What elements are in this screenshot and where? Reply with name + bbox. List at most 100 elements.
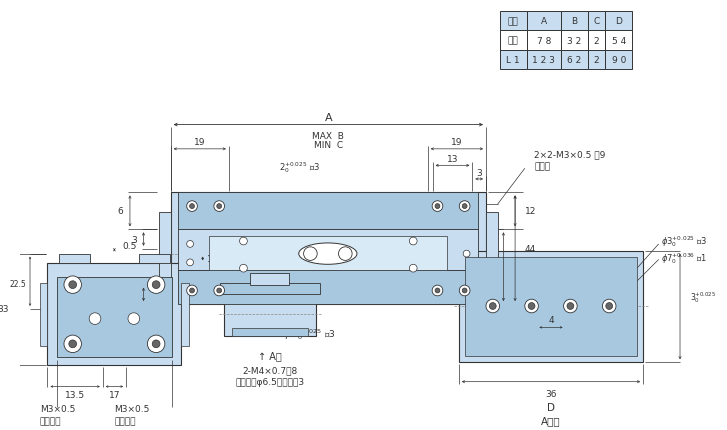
Bar xyxy=(209,237,447,270)
Text: C: C xyxy=(593,17,600,26)
Text: 13.5: 13.5 xyxy=(65,390,85,399)
Circle shape xyxy=(432,201,443,212)
Text: 10.5: 10.5 xyxy=(206,255,227,263)
Circle shape xyxy=(432,286,443,296)
Circle shape xyxy=(187,286,197,296)
Bar xyxy=(588,51,606,70)
Bar xyxy=(59,254,90,264)
Text: 5 4: 5 4 xyxy=(611,37,626,46)
Text: A視図: A視図 xyxy=(541,415,561,426)
Text: $\phi 7^{+0.036}_{0}$ 深1: $\phi 7^{+0.036}_{0}$ 深1 xyxy=(661,250,707,265)
Text: 9 0: 9 0 xyxy=(611,56,626,65)
Bar xyxy=(178,193,478,230)
Text: $2^{+0.025}_{0}$ 深3: $2^{+0.025}_{0}$ 深3 xyxy=(278,160,320,174)
Circle shape xyxy=(563,300,577,313)
Bar xyxy=(499,51,527,70)
Circle shape xyxy=(190,289,194,293)
Bar xyxy=(159,212,171,285)
Circle shape xyxy=(486,300,499,313)
Bar xyxy=(232,329,308,336)
Text: $3^{+0.025}_{0}$: $3^{+0.025}_{0}$ xyxy=(690,289,716,304)
Circle shape xyxy=(304,247,317,261)
Circle shape xyxy=(148,335,165,353)
Circle shape xyxy=(525,300,539,313)
Circle shape xyxy=(529,303,535,310)
Circle shape xyxy=(567,303,574,310)
Circle shape xyxy=(409,237,417,245)
Text: 2: 2 xyxy=(594,56,599,65)
Bar xyxy=(486,212,497,285)
Circle shape xyxy=(152,340,160,348)
Circle shape xyxy=(459,286,470,296)
Circle shape xyxy=(462,204,467,209)
Text: 2-M4×0.7深8: 2-M4×0.7深8 xyxy=(242,366,297,375)
Text: L 1: L 1 xyxy=(506,56,520,65)
Bar xyxy=(606,12,632,31)
Bar xyxy=(606,51,632,70)
Circle shape xyxy=(64,276,81,294)
Text: 型式: 型式 xyxy=(507,17,518,26)
Text: 22.5: 22.5 xyxy=(9,280,26,289)
Text: 開ポート: 開ポート xyxy=(114,416,136,425)
Text: A: A xyxy=(541,17,547,26)
Text: MAX  B: MAX B xyxy=(313,132,345,141)
Ellipse shape xyxy=(299,243,357,265)
Circle shape xyxy=(435,289,440,293)
Circle shape xyxy=(152,281,160,289)
Text: 6: 6 xyxy=(117,207,123,216)
Text: 2×2-M3×0.5 深9: 2×2-M3×0.5 深9 xyxy=(534,150,606,159)
Bar xyxy=(588,12,606,31)
Bar xyxy=(40,283,47,346)
Bar xyxy=(181,283,189,346)
Text: 4: 4 xyxy=(548,315,554,324)
Circle shape xyxy=(240,237,247,245)
Bar xyxy=(527,12,561,31)
Circle shape xyxy=(64,335,81,353)
Bar xyxy=(220,283,320,295)
Text: 17: 17 xyxy=(108,390,120,399)
Circle shape xyxy=(128,313,140,325)
Circle shape xyxy=(214,201,225,212)
Text: $\phi 3^{+0.025}_{0}$ 深3: $\phi 3^{+0.025}_{0}$ 深3 xyxy=(661,234,707,249)
Text: 27.5: 27.5 xyxy=(507,263,524,272)
Text: 19: 19 xyxy=(194,137,206,146)
Circle shape xyxy=(69,340,76,348)
Text: 2: 2 xyxy=(594,37,599,46)
Text: 12: 12 xyxy=(525,207,537,216)
Bar xyxy=(139,254,169,264)
Circle shape xyxy=(217,289,222,293)
Text: 閉ポート: 閉ポート xyxy=(40,416,61,425)
Circle shape xyxy=(435,204,440,209)
Bar xyxy=(527,31,561,51)
Text: M3×0.5: M3×0.5 xyxy=(40,404,75,413)
Bar xyxy=(47,264,181,366)
Text: B: B xyxy=(571,17,577,26)
Bar xyxy=(171,193,486,304)
Circle shape xyxy=(89,313,101,325)
Circle shape xyxy=(489,303,496,310)
Bar xyxy=(178,270,478,304)
Text: M3×0.5: M3×0.5 xyxy=(114,404,150,413)
Text: 取付穴: 取付穴 xyxy=(534,163,550,172)
Circle shape xyxy=(240,265,247,273)
Bar xyxy=(561,51,588,70)
Circle shape xyxy=(69,281,76,289)
Bar xyxy=(178,230,478,270)
Circle shape xyxy=(148,276,165,294)
Bar xyxy=(250,273,289,285)
Text: $\phi$ $2^{+0.025}_{0}$ 深3: $\phi$ $2^{+0.025}_{0}$ 深3 xyxy=(283,326,335,341)
Circle shape xyxy=(190,204,194,209)
Bar xyxy=(499,12,527,31)
Circle shape xyxy=(603,300,616,313)
Circle shape xyxy=(187,201,197,212)
Text: 33: 33 xyxy=(0,305,9,314)
Text: 3 2: 3 2 xyxy=(567,37,582,46)
Circle shape xyxy=(459,201,470,212)
Text: 3: 3 xyxy=(476,168,482,177)
Text: 36: 36 xyxy=(545,389,557,398)
Text: D: D xyxy=(616,17,622,26)
Text: D: D xyxy=(547,402,555,412)
Text: 6 2: 6 2 xyxy=(567,56,582,65)
Text: 1 2 3: 1 2 3 xyxy=(532,56,555,65)
Circle shape xyxy=(462,289,467,293)
